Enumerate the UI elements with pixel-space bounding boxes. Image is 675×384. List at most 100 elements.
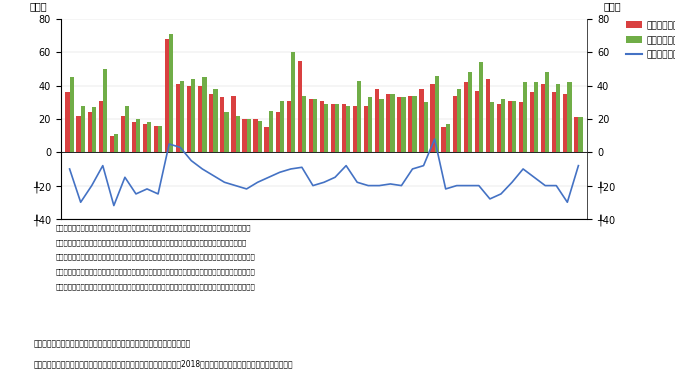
Bar	[187, 86, 191, 152]
Bar	[402, 98, 406, 152]
Bar	[308, 99, 313, 152]
Bar	[202, 78, 207, 152]
Bar	[136, 119, 140, 152]
Bar	[147, 122, 151, 152]
Bar	[298, 61, 302, 152]
Bar	[364, 106, 369, 152]
Bar	[279, 101, 284, 152]
Bar	[176, 84, 180, 152]
Bar	[253, 119, 258, 152]
Bar	[435, 76, 439, 152]
Bar	[408, 96, 412, 152]
Text: 資料）　国立社会保障・人口問題研究所「日本の地域別将来推計人口（2018年推計）」よりみずほ総合研究所（株）作成: 資料） 国立社会保障・人口問題研究所「日本の地域別将来推計人口（2018年推計）…	[34, 360, 294, 369]
Bar	[475, 91, 479, 152]
Bar	[431, 84, 435, 152]
Legend: 人口集中度：2015年（左目盛）, 人口集中度：2045年（左目盛）, 人口増加率（右目盛）: 人口集中度：2015年（左目盛）, 人口集中度：2045年（左目盛）, 人口増加…	[622, 17, 675, 63]
Bar	[180, 81, 184, 152]
Bar	[534, 83, 539, 152]
Bar	[479, 63, 483, 152]
Bar	[512, 101, 516, 152]
Bar	[523, 83, 527, 152]
Bar	[225, 113, 229, 152]
Bar	[65, 93, 70, 152]
Bar	[545, 73, 549, 152]
Bar	[353, 106, 357, 152]
Text: （％）: （％）	[29, 1, 47, 11]
Bar	[213, 89, 217, 152]
Bar	[563, 94, 568, 152]
Bar	[154, 126, 158, 152]
Bar	[258, 121, 262, 152]
Bar	[412, 96, 416, 152]
Bar	[375, 89, 379, 152]
Bar	[457, 89, 461, 152]
Bar	[80, 106, 85, 152]
Text: （％）: （％）	[604, 1, 622, 11]
Bar	[302, 96, 306, 152]
Bar	[369, 98, 373, 152]
Bar	[486, 79, 490, 152]
Bar	[246, 119, 251, 152]
Bar	[109, 136, 114, 152]
Bar	[121, 116, 125, 152]
Bar	[324, 104, 328, 152]
Bar	[342, 104, 346, 152]
Bar	[386, 94, 390, 152]
Bar	[269, 111, 273, 152]
Bar	[552, 93, 556, 152]
Bar	[165, 39, 169, 152]
Bar	[556, 84, 560, 152]
Bar	[497, 104, 501, 152]
Text: （注）　東日本大震災等により福島市の人口の将来推計は行われていない。: （注） 東日本大震災等により福島市の人口の将来推計は行われていない。	[34, 340, 191, 349]
Bar	[464, 83, 468, 152]
Bar	[508, 101, 512, 152]
Bar	[313, 99, 317, 152]
Bar	[236, 116, 240, 152]
Bar	[125, 106, 129, 152]
Bar	[452, 96, 457, 152]
Bar	[468, 73, 472, 152]
Bar	[291, 53, 295, 152]
Bar	[287, 101, 291, 152]
Bar	[397, 98, 402, 152]
Bar	[103, 69, 107, 152]
Bar	[275, 113, 279, 152]
Bar	[379, 99, 383, 152]
Text: 幌森岡台田形戸都橋い葉京浜潟山沢井府野阜岡古市津都阪戸良歌取江山口島松山知岡賀崎本分崎児猗: 幌森岡台田形戸都橋い葉京浜潟山沢井府野阜岡古市津都阪戸良歌取江山口島松山知岡賀崎…	[55, 239, 246, 246]
Bar	[114, 134, 118, 152]
Bar	[265, 127, 269, 152]
Bar	[335, 104, 340, 152]
Bar	[357, 81, 361, 152]
Bar	[331, 104, 335, 152]
Bar	[419, 89, 423, 152]
Bar	[530, 93, 534, 152]
Bar	[209, 94, 213, 152]
Bar	[76, 116, 80, 152]
Bar	[346, 106, 350, 152]
Text: 札青盛仙秋山水宇前さ千東横新富金福甲長岐静名津大京大神奈和鳥松岡広山徳高松高福佐長熊大宮鹿那: 札青盛仙秋山水宇前さ千東横新富金福甲長岐静名津大京大神奈和鳥松岡広山徳高松高福佐…	[55, 225, 251, 231]
Bar	[99, 101, 103, 152]
Bar	[92, 108, 96, 152]
Bar	[143, 124, 147, 152]
Bar	[169, 34, 173, 152]
Bar	[232, 96, 236, 152]
Bar	[158, 126, 162, 152]
Bar	[88, 113, 92, 152]
Bar	[320, 101, 324, 152]
Bar	[501, 99, 505, 152]
Bar	[578, 118, 583, 152]
Text: 市　部　　　　　　　　　　　　　　　　　市: 市 部 市	[55, 283, 255, 290]
Bar	[490, 103, 494, 152]
Bar	[541, 84, 545, 152]
Bar	[574, 118, 578, 152]
Bar	[568, 83, 572, 152]
Bar	[390, 94, 395, 152]
Bar	[70, 78, 74, 152]
Bar	[519, 103, 523, 152]
Text: 市　ま　区　　　　　　　　　市　　　　　　　口　　　　　　　　　　　　　　　市: 市 ま 区 市 口 市	[55, 268, 255, 275]
Bar	[242, 119, 246, 152]
Bar	[132, 122, 136, 152]
Bar	[220, 98, 225, 152]
Text: 市市市市市市市宮市た市都市市市市市市市市市屋　市市市市市市山市市市市市市市市市市市市市市市島市: 市市市市市市市宮市た市都市市市市市市市市市屋 市市市市市市山市市市市市市市市市市…	[55, 254, 255, 260]
Bar	[198, 86, 202, 152]
